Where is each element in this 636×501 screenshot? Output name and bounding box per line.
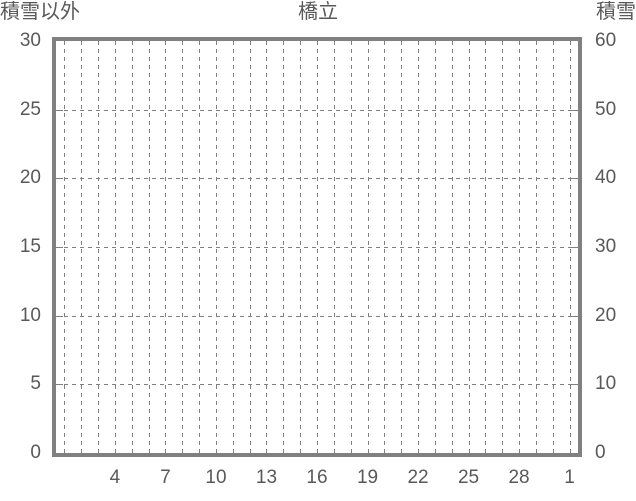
- x-axis-tick-label: 13: [255, 467, 278, 488]
- x-axis-tick-label: 16: [306, 467, 328, 488]
- right-axis-tick-label: 40: [595, 167, 617, 189]
- left-axis-tick-label: 5: [30, 373, 41, 395]
- x-axis-tick-label: 7: [160, 467, 171, 488]
- x-axis-tick-label: 19: [356, 467, 379, 488]
- right-axis-title: 積雪: [596, 1, 636, 23]
- left-axis-title: 積雪以外: [0, 1, 80, 23]
- right-axis-tick-label: 20: [595, 304, 617, 326]
- right-axis-tick-label: 30: [595, 236, 617, 257]
- x-axis-tick-label: 28: [508, 467, 530, 488]
- left-axis-tick-label: 0: [30, 442, 41, 463]
- left-axis-tick-label: 20: [19, 167, 41, 189]
- left-axis-tick-label: 25: [19, 98, 41, 120]
- x-axis-tick-label: 1: [564, 467, 575, 488]
- left-axis-tick-label: 10: [19, 304, 41, 326]
- plot-area: [52, 37, 582, 457]
- left-axis-tick-label: 30: [19, 30, 41, 51]
- x-axis-tick-label: 4: [109, 467, 121, 488]
- right-axis-tick-label: 50: [595, 98, 617, 120]
- x-axis-tick-label: 10: [205, 467, 227, 488]
- x-axis-tick-label: 22: [407, 467, 429, 488]
- x-axis-tick-label: 25: [457, 467, 480, 488]
- gridlines: [56, 41, 578, 453]
- chart-title: 橋立: [298, 1, 338, 23]
- right-axis-tick-label: 0: [595, 442, 606, 463]
- right-axis-tick-label: 10: [595, 373, 617, 395]
- plot-canvas: [56, 41, 578, 453]
- left-axis-tick-label: 15: [19, 236, 41, 257]
- right-axis-tick-label: 60: [595, 30, 617, 51]
